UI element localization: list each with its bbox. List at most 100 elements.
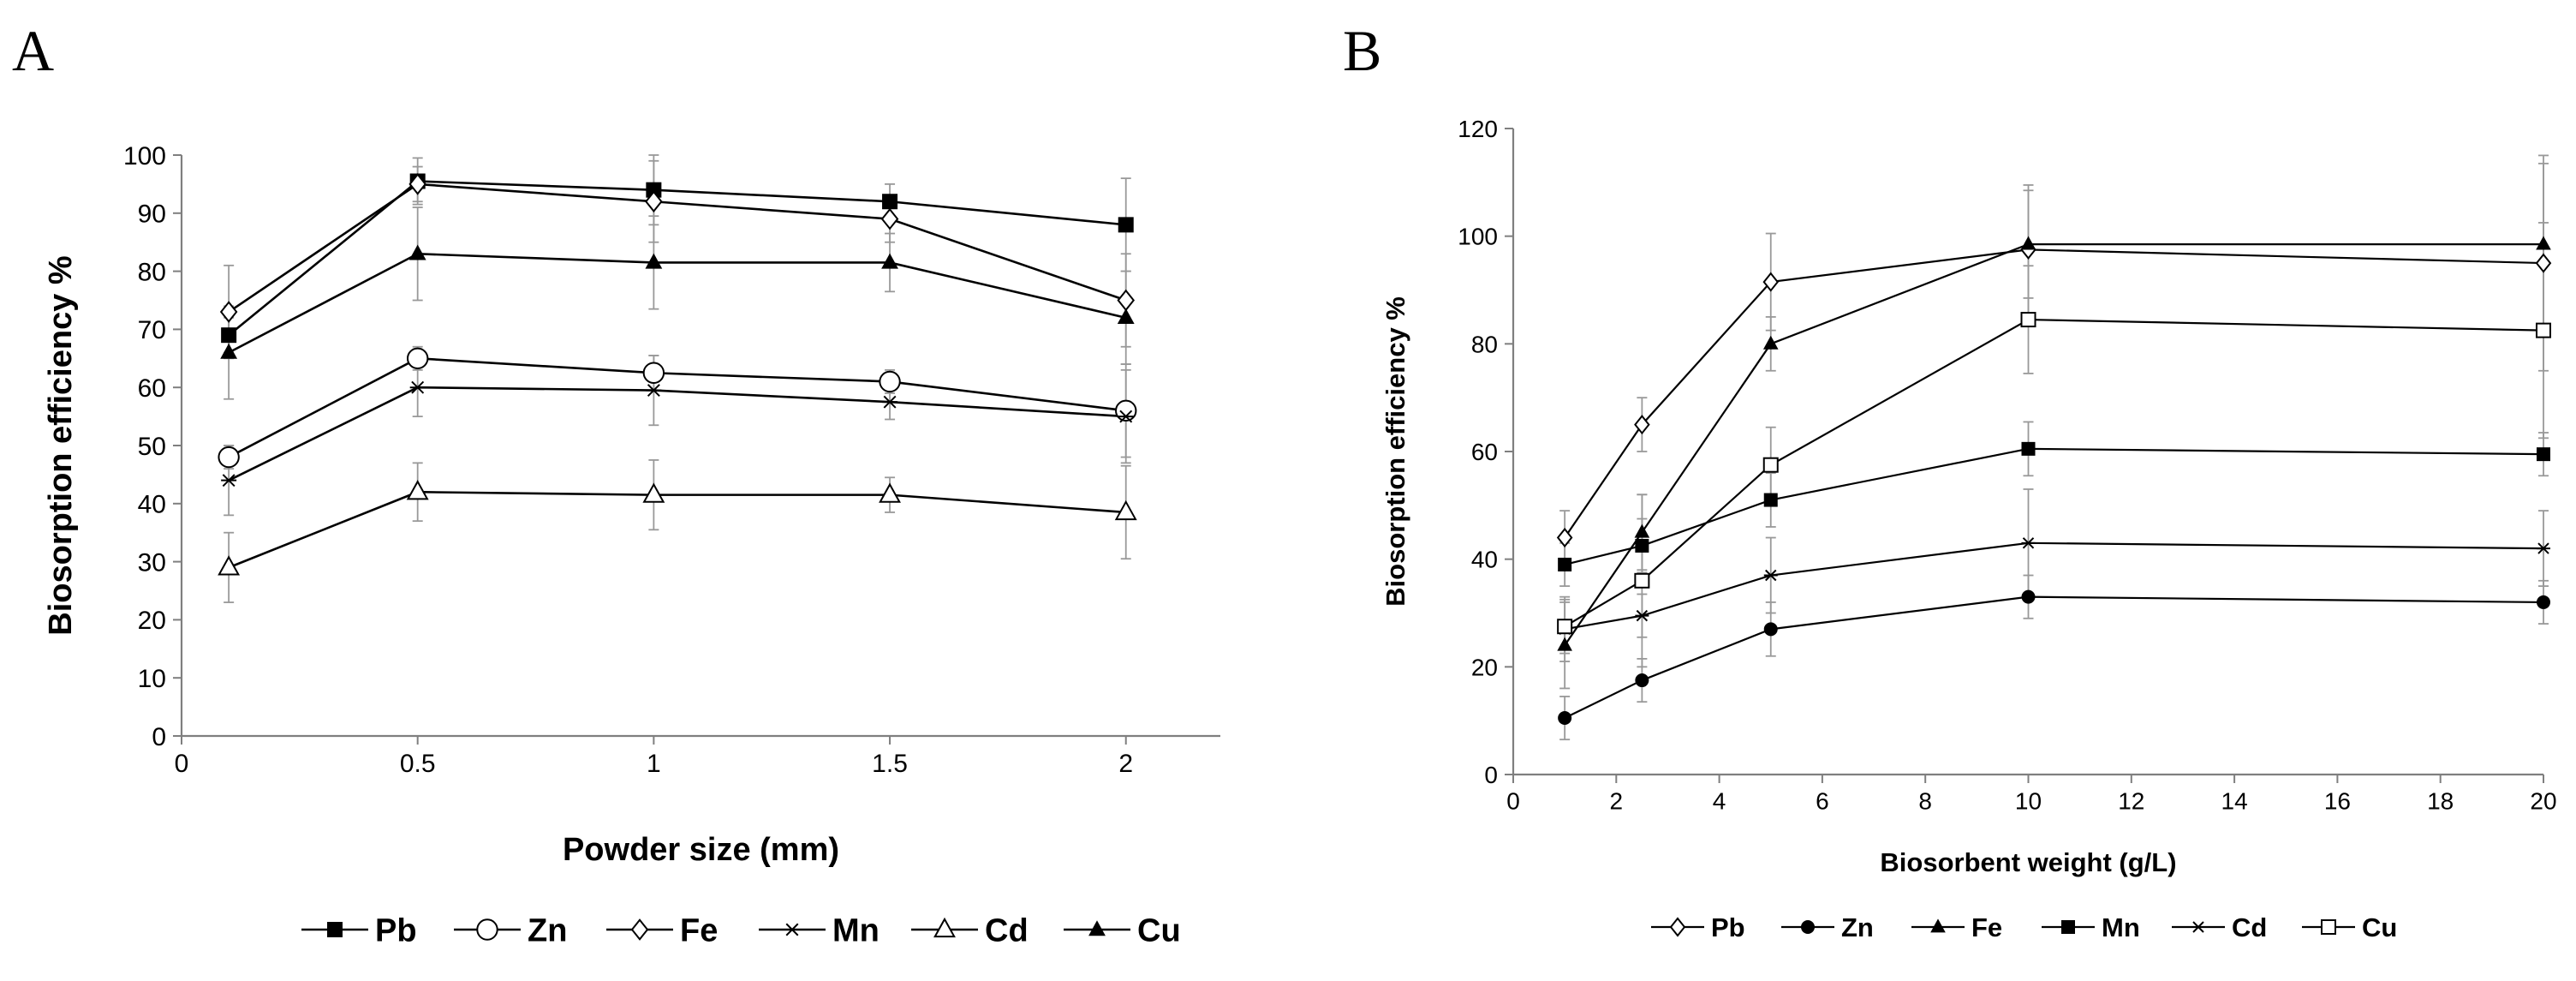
chart-b-series-line-pb <box>1564 248 2544 539</box>
chart-a-legend-item-cd: Cd <box>911 913 1029 949</box>
chart-a-point-mn <box>882 395 898 409</box>
chart-b-x-tick-label: 16 <box>2324 787 2351 814</box>
chart-a-point-cd <box>1114 499 1137 521</box>
chart-b-point-zn <box>1763 622 1778 637</box>
chart-b-point-zn <box>1635 673 1649 688</box>
legend-marker <box>2061 920 2075 934</box>
chart-b-point-fe <box>1762 335 1779 350</box>
chart-a-y-tick-label: 70 <box>138 316 166 344</box>
chart-a-x-tick-label: 0.5 <box>400 750 436 778</box>
chart-b-legend-item-mn: Mn <box>2042 912 2140 942</box>
chart-a-legend-item-fe: Fe <box>606 913 718 949</box>
chart-b-series-line-fe <box>1564 242 2543 646</box>
chart-a-point-cd <box>406 480 429 500</box>
chart-a-point-mn <box>1118 410 1134 423</box>
chart-a-y-tick-label: 100 <box>123 142 166 170</box>
chart-a-point-mn <box>221 474 237 488</box>
chart-b-legend-item-cd: Cd <box>2172 912 2267 942</box>
legend-label: Fe <box>680 913 718 949</box>
chart-a-y-tick-label: 40 <box>138 491 166 519</box>
chart-b-legend: Pb Zn Fe Mn Cd Cu <box>1651 912 2397 942</box>
legend-label: Zn <box>528 913 567 949</box>
chart-a-y-tick-label: 30 <box>138 548 166 577</box>
legend-label: Zn <box>1841 912 1874 942</box>
chart-a-x-tick-label: 0 <box>175 750 189 778</box>
chart-b-x-tick-label: 4 <box>1713 787 1726 814</box>
chart-a-legend-item-cu: Cu <box>1064 913 1181 949</box>
chart-a-series-line-cu <box>228 252 1127 354</box>
chart-b-point-mn <box>2537 447 2550 462</box>
chart-a-point-fe <box>880 207 899 230</box>
chart-a-x-tick-label: 2 <box>1118 750 1133 778</box>
chart-a-point-mn <box>409 380 426 394</box>
chart-a-point-zn <box>406 347 429 369</box>
chart-a-y-tick-label: 60 <box>138 374 166 403</box>
chart-a-y-tick-label: 50 <box>138 433 166 461</box>
chart-b-point-cd <box>2537 542 2550 554</box>
chart-b-y-tick-label: 60 <box>1471 439 1498 465</box>
chart-a-point-zn <box>218 446 240 469</box>
chart-a-y-axis-title: Biosorption efficiency % <box>43 255 79 635</box>
panel-a-label: A <box>12 18 54 83</box>
chart-b-point-fe <box>1557 637 1572 651</box>
chart-a-point-pb <box>646 182 662 198</box>
chart-b-point-cd <box>1763 569 1778 582</box>
chart-a-y-tick-label: 0 <box>152 723 166 751</box>
legend-label: Cu <box>2362 912 2397 942</box>
chart-b-point-pb <box>1762 272 1780 292</box>
chart-a-point-cu <box>408 244 426 260</box>
chart-a-point-pb <box>882 194 898 210</box>
chart-a-point-cu <box>220 343 238 359</box>
chart-b-x-tick-label: 8 <box>1918 787 1932 814</box>
chart-a-y-tick-label: 10 <box>138 665 166 693</box>
chart-b-point-cu <box>1762 457 1779 473</box>
chart-a-point-fe <box>219 301 238 323</box>
chart-b-x-tick-label: 10 <box>2015 787 2042 814</box>
chart-b-x-tick-label: 6 <box>1816 787 1829 814</box>
legend-label: Cd <box>2232 912 2267 942</box>
legend-marker <box>1669 917 1686 937</box>
chart-a-point-fe <box>408 173 426 195</box>
legend-marker <box>784 923 800 936</box>
chart-b-x-tick-label: 18 <box>2427 787 2454 814</box>
chart-a-point-cu <box>881 253 898 269</box>
chart-a-point-fe <box>1117 289 1136 312</box>
chart-b-point-mn <box>1763 493 1778 507</box>
chart-b-x-axis-title: Biosorbent weight (g/L) <box>1880 847 2176 877</box>
chart-b-legend-item-zn: Zn <box>1781 912 1874 942</box>
legend-marker <box>1801 920 1815 934</box>
chart-b-point-zn <box>1558 711 1572 726</box>
chart-a: 0 10 20 30 40 50 60 70 80 90 100 0 0.5 1 1.5 2 Powder si… <box>43 142 1220 949</box>
chart-a-point-cu <box>1117 308 1135 325</box>
chart-b-y-tick-label: 0 <box>1484 762 1498 788</box>
chart-b-y-tick-label: 80 <box>1471 331 1498 357</box>
chart-b-y-tick-label: 40 <box>1471 547 1498 573</box>
chart-a-x-tick-label: 1 <box>647 750 661 778</box>
chart-b-point-mn <box>2021 441 2036 456</box>
chart-b-point-cu <box>1634 572 1650 589</box>
chart-a-series-line-mn <box>228 386 1126 482</box>
legend-label: Pb <box>375 913 417 949</box>
legend-label: Pb <box>1711 912 1745 942</box>
chart-a-y-tick-label: 80 <box>138 258 166 286</box>
chart-a-point-pb <box>1118 217 1134 233</box>
chart-b-legend-item-cu: Cu <box>2302 912 2397 942</box>
legend-label: Cd <box>985 913 1029 949</box>
legend-label: Mn <box>2102 912 2140 942</box>
chart-b-x-tick-label: 0 <box>1506 787 1520 814</box>
chart-b-point-pb <box>1634 414 1650 435</box>
chart-b: 0 20 40 60 80 100 120 0 2 4 6 8 10 12 14 16 18 20 Biosorbe… <box>1380 116 2557 942</box>
chart-a-point-cu <box>645 253 663 269</box>
chart-a-point-zn <box>879 370 901 393</box>
chart-b-y-tick-label: 100 <box>1458 224 1498 250</box>
chart-a-point-cd <box>642 482 665 503</box>
chart-b-point-cd <box>1635 609 1649 622</box>
chart-a-legend-item-pb: Pb <box>301 913 417 949</box>
chart-a-series-line-cd <box>228 490 1126 569</box>
chart-a-point-pb <box>221 327 237 344</box>
legend-marker <box>327 922 343 937</box>
chart-b-point-mn <box>1558 557 1572 571</box>
chart-a-point-cd <box>879 482 901 503</box>
chart-a-series-line-fe <box>228 182 1127 314</box>
